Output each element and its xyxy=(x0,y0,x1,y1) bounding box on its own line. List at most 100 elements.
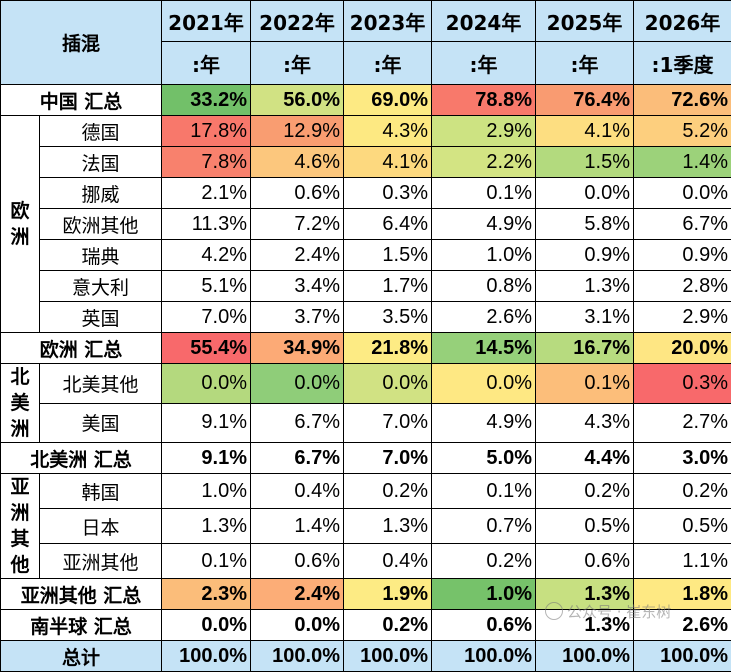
value-cell: 6.7% xyxy=(634,209,731,240)
year-header: 2024年 xyxy=(432,1,536,42)
period-header: :年 xyxy=(162,42,251,85)
value-cell: 2.3% xyxy=(162,579,251,610)
row-label: 亚洲其他 汇总 xyxy=(1,579,162,610)
value-cell: 0.9% xyxy=(634,240,731,271)
value-cell: 0.1% xyxy=(162,544,251,579)
value-cell: 78.8% xyxy=(432,85,536,116)
row-label: 欧洲 汇总 xyxy=(1,333,162,364)
value-cell: 0.1% xyxy=(536,364,634,404)
value-cell: 100.0% xyxy=(251,641,344,672)
value-cell: 17.8% xyxy=(162,116,251,147)
row-label: 韩国 xyxy=(40,474,162,509)
period-header: :年 xyxy=(344,42,432,85)
value-cell: 100.0% xyxy=(536,641,634,672)
value-cell: 1.4% xyxy=(251,509,344,544)
value-cell: 21.8% xyxy=(344,333,432,364)
row-label: 北美其他 xyxy=(40,364,162,404)
value-cell: 4.2% xyxy=(162,240,251,271)
value-cell: 4.1% xyxy=(344,147,432,178)
value-cell: 4.1% xyxy=(536,116,634,147)
value-cell: 0.6% xyxy=(536,544,634,579)
value-cell: 6.7% xyxy=(251,403,344,443)
value-cell: 1.3% xyxy=(536,610,634,641)
value-cell: 76.4% xyxy=(536,85,634,116)
value-cell: 0.2% xyxy=(344,474,432,509)
value-cell: 6.4% xyxy=(344,209,432,240)
value-cell: 11.3% xyxy=(162,209,251,240)
value-cell: 0.3% xyxy=(344,178,432,209)
row-label: 南半球 汇总 xyxy=(1,610,162,641)
value-cell: 3.0% xyxy=(634,443,731,474)
row-label: 总计 xyxy=(1,641,162,672)
value-cell: 2.2% xyxy=(432,147,536,178)
value-cell: 9.1% xyxy=(162,403,251,443)
value-cell: 4.4% xyxy=(536,443,634,474)
value-cell: 55.4% xyxy=(162,333,251,364)
value-cell: 3.5% xyxy=(344,302,432,333)
value-cell: 0.4% xyxy=(344,544,432,579)
row-label: 法国 xyxy=(40,147,162,178)
row-label: 德国 xyxy=(40,116,162,147)
value-cell: 4.9% xyxy=(432,403,536,443)
value-cell: 0.2% xyxy=(432,544,536,579)
value-cell: 0.0% xyxy=(251,364,344,404)
value-cell: 1.0% xyxy=(432,579,536,610)
value-cell: 100.0% xyxy=(634,641,731,672)
value-cell: 1.8% xyxy=(634,579,731,610)
value-cell: 0.5% xyxy=(536,509,634,544)
value-cell: 0.0% xyxy=(251,610,344,641)
row-label: 挪威 xyxy=(40,178,162,209)
value-cell: 2.8% xyxy=(634,271,731,302)
region-label: 欧洲 xyxy=(1,116,40,333)
value-cell: 1.1% xyxy=(634,544,731,579)
value-cell: 2.9% xyxy=(432,116,536,147)
value-cell: 5.0% xyxy=(432,443,536,474)
value-cell: 0.9% xyxy=(536,240,634,271)
row-label: 亚洲其他 xyxy=(40,544,162,579)
value-cell: 3.7% xyxy=(251,302,344,333)
value-cell: 33.2% xyxy=(162,85,251,116)
value-cell: 0.0% xyxy=(634,178,731,209)
value-cell: 1.0% xyxy=(432,240,536,271)
value-cell: 16.7% xyxy=(536,333,634,364)
corner-header: 插混 xyxy=(1,1,162,85)
value-cell: 2.9% xyxy=(634,302,731,333)
value-cell: 20.0% xyxy=(634,333,731,364)
value-cell: 12.9% xyxy=(251,116,344,147)
value-cell: 0.2% xyxy=(536,474,634,509)
row-label: 意大利 xyxy=(40,271,162,302)
value-cell: 34.9% xyxy=(251,333,344,364)
value-cell: 0.7% xyxy=(432,509,536,544)
value-cell: 4.3% xyxy=(344,116,432,147)
value-cell: 0.3% xyxy=(634,364,731,404)
value-cell: 0.0% xyxy=(162,364,251,404)
value-cell: 1.7% xyxy=(344,271,432,302)
value-cell: 14.5% xyxy=(432,333,536,364)
value-cell: 0.6% xyxy=(432,610,536,641)
value-cell: 0.2% xyxy=(344,610,432,641)
value-cell: 1.3% xyxy=(344,509,432,544)
value-cell: 9.1% xyxy=(162,443,251,474)
value-cell: 2.4% xyxy=(251,579,344,610)
value-cell: 7.2% xyxy=(251,209,344,240)
value-cell: 1.0% xyxy=(162,474,251,509)
value-cell: 2.6% xyxy=(432,302,536,333)
value-cell: 0.0% xyxy=(344,364,432,404)
value-cell: 0.5% xyxy=(634,509,731,544)
value-cell: 1.9% xyxy=(344,579,432,610)
value-cell: 1.3% xyxy=(536,271,634,302)
period-header: :年 xyxy=(536,42,634,85)
value-cell: 4.3% xyxy=(536,403,634,443)
value-cell: 6.7% xyxy=(251,443,344,474)
value-cell: 0.1% xyxy=(432,178,536,209)
value-cell: 2.7% xyxy=(634,403,731,443)
row-label: 日本 xyxy=(40,509,162,544)
